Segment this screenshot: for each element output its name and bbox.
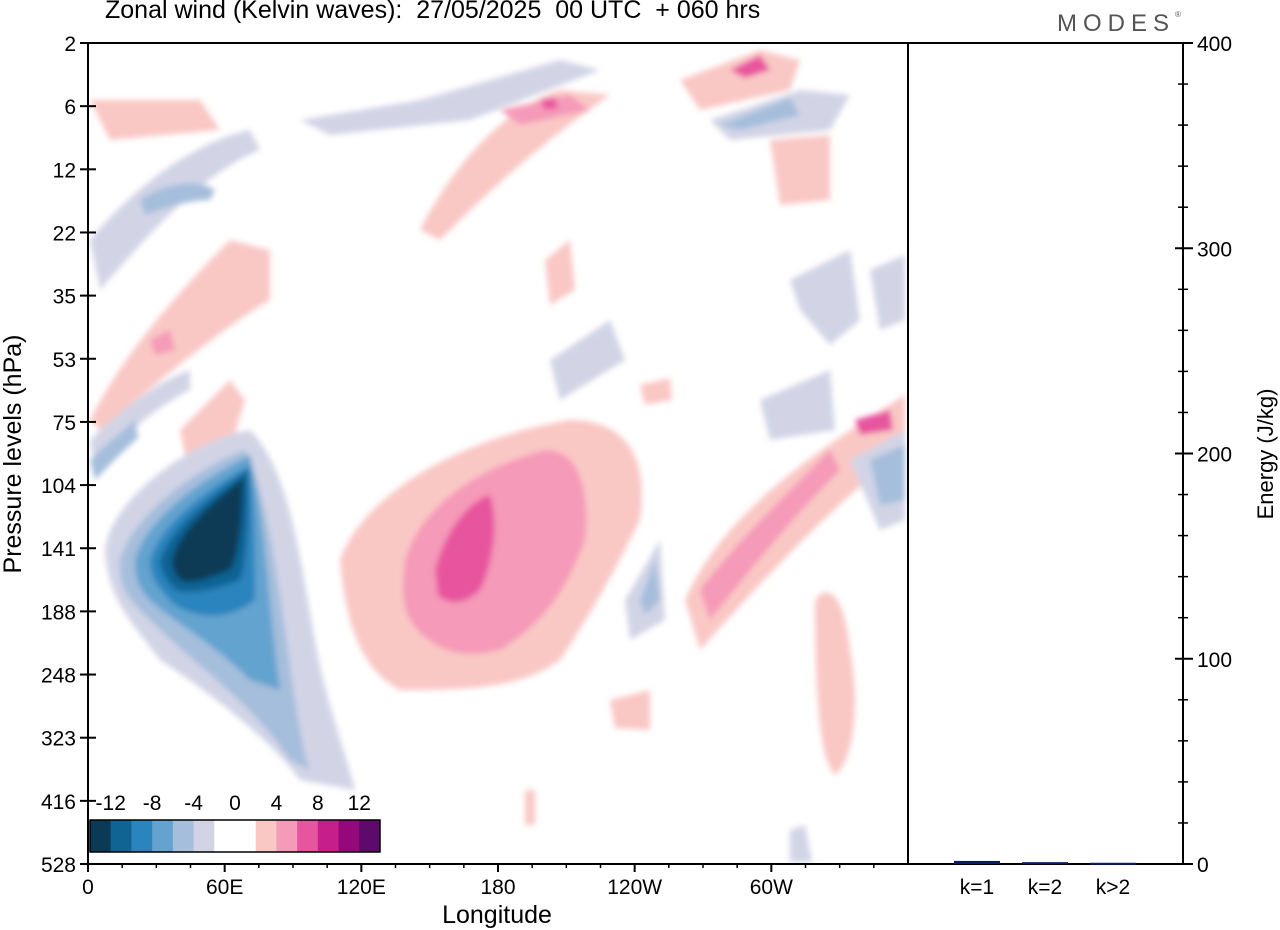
colorbar-swatch xyxy=(131,820,153,852)
energy-bar xyxy=(1022,862,1068,865)
colorbar-swatch xyxy=(338,820,360,852)
energy-tick-label: 0 xyxy=(1197,854,1209,877)
colorbar-label: 8 xyxy=(312,792,324,815)
energy-axis-label: Energy (J/kg) xyxy=(1253,389,1278,520)
brand-logo: MODES® xyxy=(1057,10,1181,37)
colorbar-swatch xyxy=(152,820,174,852)
energy-bar-label: k=2 xyxy=(1028,876,1062,899)
x-tick-label: 60W xyxy=(750,876,793,899)
energy-tick-label: 300 xyxy=(1197,238,1232,261)
energy-tick-label: 200 xyxy=(1197,444,1232,467)
energy-bar xyxy=(954,860,1000,864)
colorbar: -12 -8 -4 0 4 8 12 xyxy=(89,792,381,853)
y-tick-label: 416 xyxy=(41,791,76,814)
colorbar-label: -4 xyxy=(184,792,203,815)
colorbar-swatch xyxy=(193,820,215,852)
y-axis-energy: 0 100 200 300 400 xyxy=(1175,33,1232,877)
colorbar-swatch xyxy=(276,820,298,852)
y-tick-label: 141 xyxy=(41,538,76,561)
colorbar-swatch xyxy=(317,820,340,852)
colorbar-swatch xyxy=(297,820,319,852)
colorbar-labels: -12 -8 -4 0 4 8 12 xyxy=(96,792,371,815)
colorbar-label: 12 xyxy=(348,792,371,815)
heatmap-field xyxy=(90,50,905,862)
y-axis-label: Pressure levels (hPa) xyxy=(0,335,27,574)
energy-bar-label: k>2 xyxy=(1096,876,1130,899)
colorbar-swatch xyxy=(235,820,257,852)
colorbar-label: 0 xyxy=(229,792,241,815)
y-axis-pressure: 2 6 12 22 35 53 75 104 141 188 248 323 416 528 xyxy=(41,33,96,877)
x-tick-label: 60E xyxy=(206,876,243,899)
y-tick-label: 2 xyxy=(64,33,76,56)
energy-tick-label: 100 xyxy=(1197,649,1232,672)
x-axis-longitude: 0 60E 120E 180 120W 60W xyxy=(82,864,875,899)
chart-title: Zonal wind (Kelvin waves): 27/05/2025 00… xyxy=(105,0,761,24)
energy-bars: k=1 k=2 k>2 xyxy=(954,860,1136,899)
colorbar-frame xyxy=(89,819,381,853)
colorbar-label: -12 xyxy=(96,792,126,815)
x-tick-label: 180 xyxy=(480,876,515,899)
y-tick-label: 188 xyxy=(41,601,76,624)
x-tick-label: 120W xyxy=(607,876,662,899)
y-tick-label: 22 xyxy=(53,222,76,245)
brand-text: MODES xyxy=(1057,10,1176,37)
colorbar-swatch xyxy=(359,820,381,852)
x-tick-label: 0 xyxy=(82,876,94,899)
y-tick-label: 53 xyxy=(53,349,76,372)
x-axis-label: Longitude xyxy=(442,901,552,929)
colorbar-swatch xyxy=(255,820,277,852)
colorbar-swatches xyxy=(90,820,381,852)
colorbar-swatch xyxy=(90,820,112,852)
colorbar-swatch xyxy=(214,820,236,852)
energy-frame xyxy=(907,42,1184,865)
colorbar-label: -8 xyxy=(143,792,162,815)
x-tick-label: 120E xyxy=(337,876,386,899)
y-tick-label: 12 xyxy=(53,159,76,182)
energy-tick-label: 400 xyxy=(1197,33,1232,56)
colorbar-swatch xyxy=(172,820,195,852)
y-tick-label: 528 xyxy=(41,854,76,877)
y-tick-label: 75 xyxy=(53,412,76,435)
energy-bar xyxy=(1090,862,1136,865)
y-tick-label: 35 xyxy=(53,286,76,309)
colorbar-label: 4 xyxy=(271,792,283,815)
y-tick-label: 323 xyxy=(41,728,76,751)
energy-bar-label: k=1 xyxy=(960,876,994,899)
colorbar-swatch xyxy=(110,820,132,852)
y-tick-label: 104 xyxy=(41,475,76,498)
y-tick-label: 248 xyxy=(41,665,76,688)
y-tick-label: 6 xyxy=(64,96,76,119)
